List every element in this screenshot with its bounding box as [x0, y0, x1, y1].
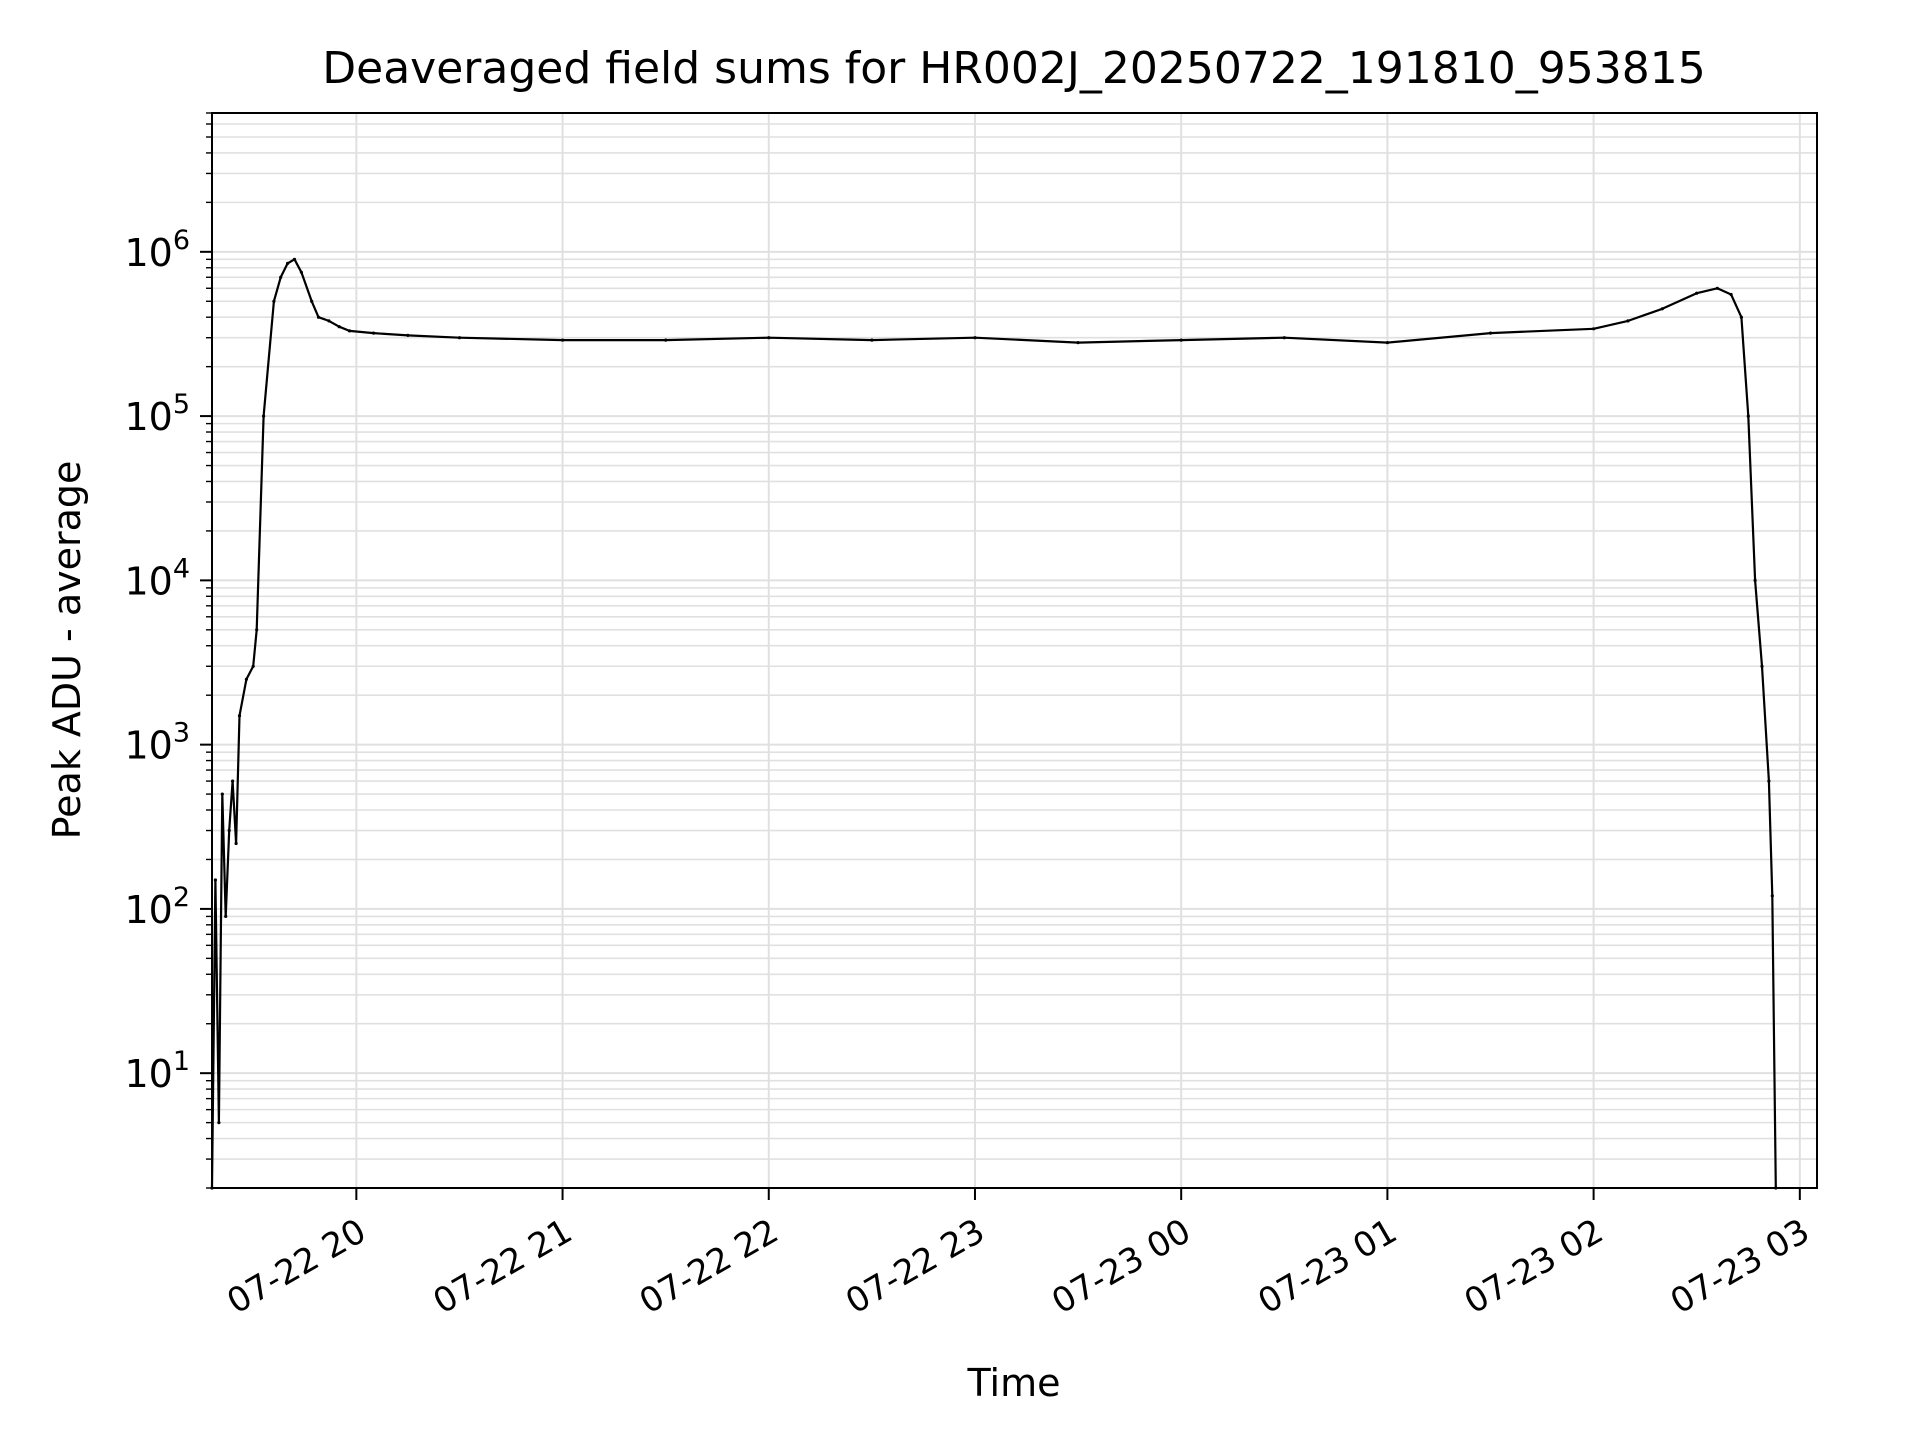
data-point — [251, 664, 255, 668]
data-point — [1753, 578, 1757, 583]
x-axis-label: Time — [967, 1361, 1061, 1405]
data-point — [347, 329, 352, 333]
data-point — [1592, 327, 1596, 331]
data-point — [213, 878, 217, 882]
data-point — [1695, 291, 1699, 295]
data-point — [244, 677, 248, 681]
x-tick-label: 07-22 23 — [839, 1211, 991, 1322]
y-axis-label: Peak ADU - average — [45, 461, 89, 840]
data-point — [327, 319, 331, 323]
data-point — [767, 336, 771, 340]
y-tick-label: 101 — [124, 1046, 190, 1096]
data-point — [870, 338, 874, 342]
series-line — [210, 258, 1777, 1189]
chart-title: Deaveraged field sums for HR002J_2025072… — [322, 43, 1706, 94]
data-point — [237, 714, 242, 718]
data-point — [316, 315, 321, 319]
data-point — [1488, 331, 1493, 335]
x-tick-label: 07-23 01 — [1252, 1211, 1404, 1322]
y-tick-label: 104 — [124, 553, 190, 603]
data-point — [279, 275, 283, 279]
y-tick-label: 105 — [124, 389, 190, 439]
data-point — [1715, 286, 1719, 290]
x-tick-label: 07-23 02 — [1458, 1211, 1610, 1322]
data-point — [1760, 664, 1764, 668]
data-point — [1076, 341, 1080, 345]
data-point — [234, 841, 238, 846]
data-point — [1767, 779, 1771, 783]
data-series — [210, 257, 1778, 1190]
data-point — [1626, 319, 1630, 323]
data-point — [1660, 307, 1664, 311]
data-point — [224, 914, 228, 919]
data-point — [1179, 338, 1183, 342]
data-point — [299, 270, 303, 274]
data-point — [457, 336, 462, 340]
data-point — [406, 333, 410, 337]
data-point — [973, 336, 977, 340]
data-point — [1739, 315, 1743, 319]
x-tick-label: 07-22 22 — [633, 1211, 785, 1322]
data-point — [255, 628, 259, 632]
data-point — [272, 299, 276, 303]
axis-ticks: 07-22 20 07-22 21 07-22 22 07-22 23 07-23 00… — [124, 112, 1816, 1322]
data-point — [310, 299, 314, 303]
x-tick-label: 07-23 00 — [1045, 1211, 1197, 1322]
y-tick-label: 106 — [124, 225, 190, 275]
data-point — [262, 414, 266, 418]
data-point — [371, 331, 376, 335]
data-point — [1770, 894, 1774, 898]
data-point — [286, 261, 290, 265]
data-point — [292, 257, 297, 261]
data-point — [1746, 414, 1750, 418]
y-tick-label: 102 — [124, 882, 190, 932]
data-point — [231, 779, 235, 783]
data-point — [220, 792, 224, 796]
data-point — [1282, 336, 1286, 340]
x-tick-label: 07-23 03 — [1664, 1211, 1816, 1322]
data-point — [1385, 341, 1389, 345]
data-point — [561, 338, 565, 342]
data-point — [217, 1121, 221, 1125]
x-tick-label: 07-22 20 — [220, 1211, 372, 1322]
x-tick-label: 07-22 21 — [427, 1211, 579, 1322]
grid-lines — [212, 112, 1817, 1189]
data-point — [337, 325, 341, 329]
data-point — [664, 338, 668, 342]
data-point — [1729, 292, 1733, 297]
plot-frame — [211, 112, 1818, 1189]
data-point — [227, 828, 231, 833]
y-tick-label: 103 — [124, 718, 190, 768]
